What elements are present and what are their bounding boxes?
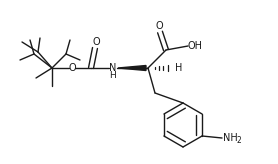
Text: O: O xyxy=(155,21,163,31)
Text: 2: 2 xyxy=(236,136,241,145)
Text: O: O xyxy=(92,37,100,47)
Polygon shape xyxy=(118,65,146,71)
Text: H: H xyxy=(110,72,116,81)
Text: N: N xyxy=(109,63,117,73)
Text: H: H xyxy=(175,63,182,73)
Text: O: O xyxy=(68,63,76,73)
Text: NH: NH xyxy=(223,133,238,143)
Text: OH: OH xyxy=(187,41,202,51)
